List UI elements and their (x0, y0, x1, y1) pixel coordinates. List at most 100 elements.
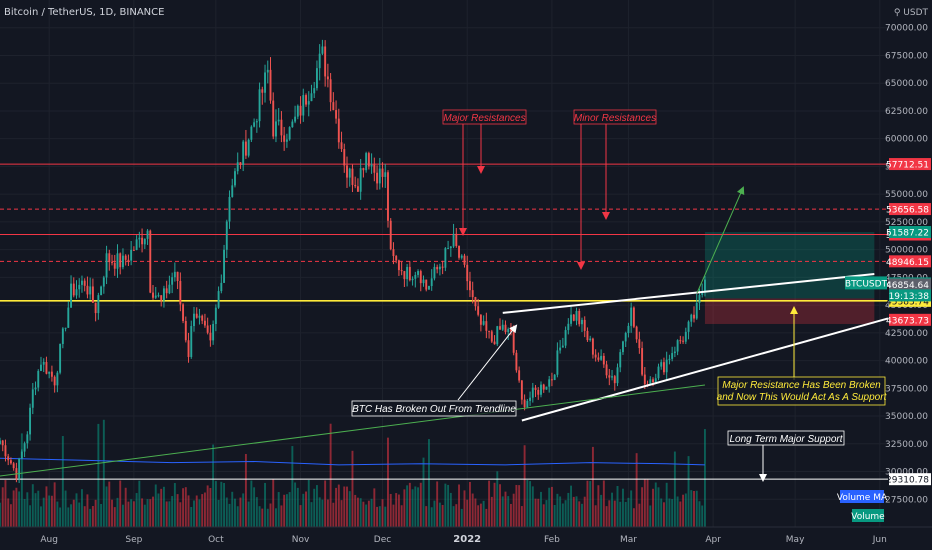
volume-bar (485, 508, 488, 527)
volume-bar (367, 500, 370, 527)
volume-bar (302, 493, 305, 527)
candle-body (307, 101, 310, 105)
volume-bar (635, 453, 638, 527)
volume-bar (195, 495, 198, 527)
symbol-header[interactable]: Bitcoin / TetherUS, 1D, BINANCE (4, 7, 165, 18)
candle-body (567, 323, 570, 331)
candle-body (414, 274, 417, 279)
volume-bar (162, 486, 165, 527)
candle-body (7, 456, 10, 461)
volume-bar (422, 457, 425, 527)
volume-bar (318, 497, 321, 527)
candle-body (542, 384, 545, 390)
candle-body (643, 374, 646, 385)
ticker-tag: BTCUSDT (845, 279, 888, 289)
price-tag-bg (889, 313, 931, 326)
x-tick-label: Apr (705, 535, 721, 545)
candle-body (20, 451, 23, 459)
volume-bar (332, 502, 335, 527)
x-tick-label: Nov (292, 535, 310, 545)
candle-body (444, 248, 447, 268)
candle-body (332, 102, 335, 111)
x-tick-label: 2022 (453, 534, 481, 545)
candle-body (397, 260, 400, 271)
candle-body (223, 249, 226, 283)
candle-body (458, 245, 460, 258)
candle-body (285, 139, 288, 142)
volume-bar (29, 505, 32, 527)
volume-bar (212, 444, 215, 527)
y-tick-label: 30000.00 (885, 468, 928, 478)
volume-bar (474, 498, 477, 527)
volume-bar (34, 493, 37, 527)
candle-body (138, 237, 141, 240)
volume-bar (499, 484, 501, 527)
volume-ma-line (0, 457, 705, 466)
candle-body (296, 105, 299, 117)
candle-body (493, 341, 496, 345)
volume-bar (630, 490, 633, 527)
volume-bar (428, 439, 430, 527)
volume-bar (652, 488, 654, 527)
x-tick-label: Aug (40, 535, 58, 545)
candle-body (381, 168, 384, 177)
volume-bar (18, 491, 21, 527)
candle-body (198, 315, 201, 318)
candle-body (146, 230, 149, 239)
volume-bar (436, 481, 439, 527)
volume-bar (389, 493, 392, 527)
candle-body (149, 230, 152, 293)
candle-body (411, 278, 414, 281)
volume-bar (703, 429, 706, 527)
candle-body (346, 165, 348, 178)
volume-bar (419, 482, 422, 527)
volume-bar (299, 505, 302, 527)
volume-bar (201, 494, 204, 527)
candle-body (1, 440, 4, 446)
candle-body (586, 330, 589, 341)
volume-bar (296, 487, 299, 527)
candle-body (550, 379, 553, 381)
ticker-tag-bg (845, 276, 887, 290)
candle-body (376, 172, 379, 184)
candle-body (234, 171, 236, 186)
candle-body (561, 345, 564, 348)
major-resistances-label: Major Resistances (443, 113, 525, 124)
candle-body (275, 121, 277, 137)
volume-bar (326, 499, 329, 527)
candle-body (619, 352, 622, 368)
volume-bar (335, 487, 338, 527)
candle-body (56, 372, 59, 386)
volume-bar (291, 446, 294, 527)
candle-body (452, 233, 455, 247)
volume-bar (285, 494, 288, 527)
volume-bar (283, 494, 286, 527)
candle-body (253, 122, 256, 127)
candle-body (72, 283, 75, 296)
candle-body (433, 266, 436, 279)
candle-body (556, 350, 559, 375)
candle-body (575, 310, 578, 321)
volume-bar (381, 499, 384, 527)
candle-body (247, 139, 250, 156)
volume-bar (179, 502, 182, 527)
volume-bar (687, 456, 690, 527)
candle-body (548, 379, 551, 387)
volume-bar (124, 487, 127, 527)
candle-body (359, 168, 362, 192)
volume-bar (370, 498, 373, 527)
candle-body (9, 460, 12, 464)
volume-bar (447, 484, 450, 527)
volume-bar (20, 433, 23, 527)
volume-bar (264, 482, 266, 527)
volume-bar (59, 507, 62, 527)
volume-bar (387, 437, 389, 527)
volume-bars (0, 419, 706, 527)
candle-body (630, 307, 633, 326)
candle-body (370, 164, 373, 167)
volume-bar (184, 487, 187, 527)
candle-body (400, 270, 403, 272)
price-tag: 46854.64 (886, 281, 929, 291)
candle-body (48, 371, 51, 374)
